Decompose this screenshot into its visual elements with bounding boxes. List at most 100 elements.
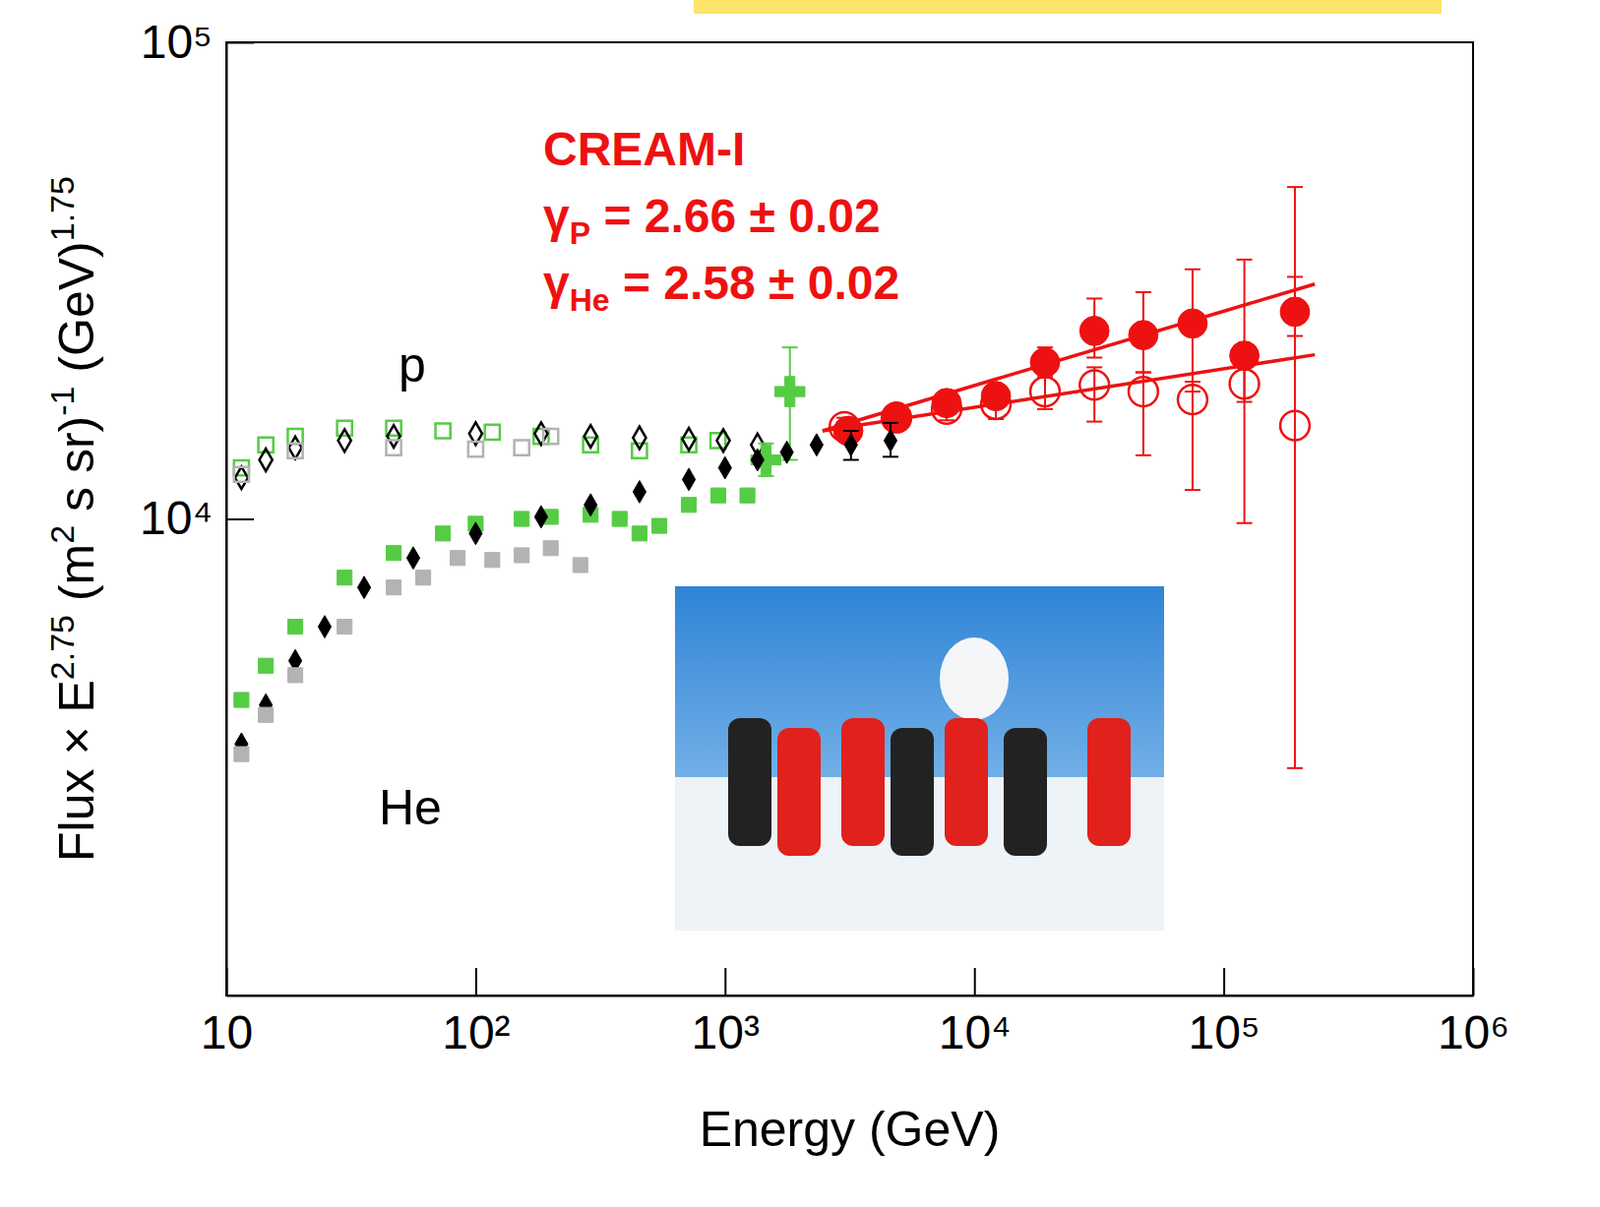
tick-mark: [974, 968, 977, 996]
marker: [468, 441, 484, 457]
marker: [1280, 411, 1310, 441]
series: [234, 421, 726, 476]
error-bar-line: [1142, 372, 1145, 456]
series: [235, 433, 824, 756]
marker: [883, 429, 897, 452]
error-bar-cap: [1184, 489, 1201, 492]
marker: [844, 433, 858, 457]
marker: [1079, 369, 1109, 400]
annotation-part: He: [569, 282, 611, 318]
tick-label: 10: [200, 1006, 253, 1059]
tick: 10⁴: [139, 492, 254, 545]
marker: [287, 668, 303, 683]
marker: [514, 548, 530, 563]
photo-figure: [728, 718, 772, 847]
marker: [435, 423, 451, 438]
error-bar-cap: [882, 455, 899, 458]
marker: [287, 443, 303, 459]
annotation: γP = 2.66 ± 0.02: [543, 189, 881, 251]
marker: [317, 615, 331, 639]
marker: [258, 658, 274, 674]
marker: [612, 511, 627, 527]
error-bar: [1287, 186, 1303, 769]
error-bar-cap: [1287, 335, 1303, 338]
x-axis: 1010²10³10⁴10⁵10⁶: [200, 968, 1510, 1059]
tick-label: 10⁴: [938, 1006, 1012, 1059]
marker: [572, 557, 588, 573]
error-bar-cap: [882, 422, 899, 425]
fit-line: [822, 355, 1315, 431]
marker: [1079, 315, 1109, 346]
marker: [1280, 297, 1310, 327]
marker: [584, 493, 598, 517]
error-bar-cap: [1184, 390, 1201, 393]
annotation-part: He: [378, 780, 442, 836]
marker: [809, 433, 823, 457]
error-bar: [843, 430, 860, 460]
x-axis-title: Energy (GeV): [699, 1102, 1001, 1158]
error-bar-line: [1243, 259, 1246, 403]
photo-figure: [1087, 718, 1131, 847]
photo-figure: [841, 718, 885, 847]
annotation: γHe = 2.58 ± 0.02: [543, 256, 900, 318]
annotation-part: p: [398, 337, 427, 393]
marker: [1030, 376, 1060, 407]
annotation-part: CREAM-I: [543, 123, 745, 176]
error-bar: [1236, 259, 1253, 403]
y-axis-title: Flux × E2.75 (m2 s sr)-1 (GeV)1.75: [43, 176, 105, 862]
tick: 10⁴: [938, 968, 1012, 1059]
marker: [385, 440, 401, 456]
series: [829, 186, 1310, 769]
y-axis-title-part: (GeV): [49, 241, 105, 386]
series: [234, 429, 558, 483]
marker: [385, 546, 401, 561]
tick: 10⁵: [140, 15, 254, 68]
marker: [750, 444, 782, 476]
error-bar: [1184, 381, 1201, 491]
error-bar-cap: [1287, 767, 1303, 770]
marker: [632, 481, 646, 504]
marker: [235, 466, 248, 490]
y-axis-title-part: (m: [49, 544, 105, 616]
marker: [632, 427, 646, 450]
marker: [234, 467, 249, 483]
y-axis-title-part: 1.75: [43, 176, 81, 242]
annotation-part: = 2.66 ± 0.02: [590, 189, 881, 243]
marker: [469, 522, 483, 546]
marker: [774, 376, 805, 408]
highlight-bar: [693, 0, 1442, 14]
axis-line: [227, 995, 1475, 998]
annotation: p: [398, 337, 427, 393]
y-axis-title-part: 2: [43, 525, 81, 545]
photo-sky: [675, 586, 1165, 931]
error-bar-cap: [1135, 454, 1152, 457]
tick: 10⁶: [1437, 968, 1510, 1059]
plot-marks: [234, 186, 1315, 769]
error-bar-cap: [938, 419, 955, 422]
tick-mark: [1223, 968, 1226, 996]
marker: [485, 425, 500, 440]
y-axis-title-part: 2.75: [43, 615, 81, 680]
marker: [631, 526, 647, 542]
photo-figure: [1003, 728, 1047, 857]
error-bar-cap: [1086, 357, 1103, 360]
series: [234, 541, 589, 762]
y-axis-title-part: s sr): [49, 416, 105, 526]
marker: [534, 505, 548, 529]
marker: [543, 429, 558, 444]
annotation: He: [378, 780, 442, 836]
marker: [710, 488, 726, 503]
error-bar-line: [1191, 381, 1194, 491]
error-bar-cap: [782, 346, 799, 349]
marker: [415, 570, 431, 586]
tick: 10⁵: [1187, 968, 1260, 1059]
marker: [534, 422, 548, 445]
annotation-part: γ: [543, 256, 570, 309]
marker: [485, 553, 500, 568]
error-bar: [1135, 372, 1152, 456]
error-bar-cap: [843, 458, 860, 461]
annotation-part: = 2.58 ± 0.02: [610, 256, 901, 309]
marker: [716, 429, 730, 452]
tick-label: 10²: [441, 1006, 510, 1059]
marker: [450, 551, 466, 566]
